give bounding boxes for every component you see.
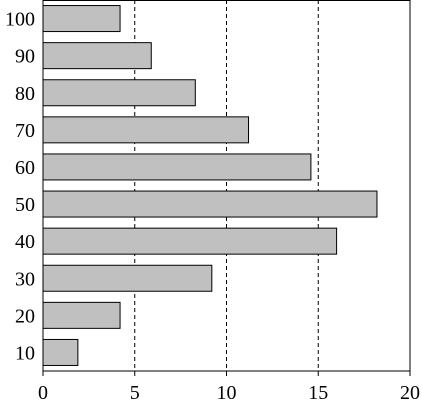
bar-10 [42,338,79,366]
y-tick-label: 80 [15,83,35,105]
x-axis: 0 5 10 15 20 [38,371,420,404]
y-tick-label: 70 [15,120,35,142]
x-tick-label: 0 [38,382,48,404]
grid-lines [134,0,319,371]
y-tick-label: 40 [15,231,35,253]
bar-50 [42,190,378,218]
x-tick-label: 10 [217,382,237,404]
bar-20 [42,301,121,329]
bars [42,5,378,366]
bar-40 [42,227,338,255]
bar-100 [42,5,121,33]
bar-80 [42,79,196,107]
y-tick-label: 10 [15,342,35,364]
x-tick-label: 5 [130,382,140,404]
y-tick-label: 60 [15,157,35,179]
y-axis: 100 90 80 70 60 50 40 30 20 10 [5,9,35,365]
bar-30 [42,264,213,292]
bar-90 [42,42,152,70]
bar-70 [42,116,250,144]
y-tick-label: 30 [15,268,35,290]
bar-60 [42,153,312,181]
y-tick-label: 100 [5,9,35,31]
x-tick-label: 15 [308,382,328,404]
y-tick-label: 20 [15,305,35,327]
y-tick-label: 50 [15,194,35,216]
x-tick-label: 20 [400,382,420,404]
y-tick-label: 90 [15,46,35,68]
